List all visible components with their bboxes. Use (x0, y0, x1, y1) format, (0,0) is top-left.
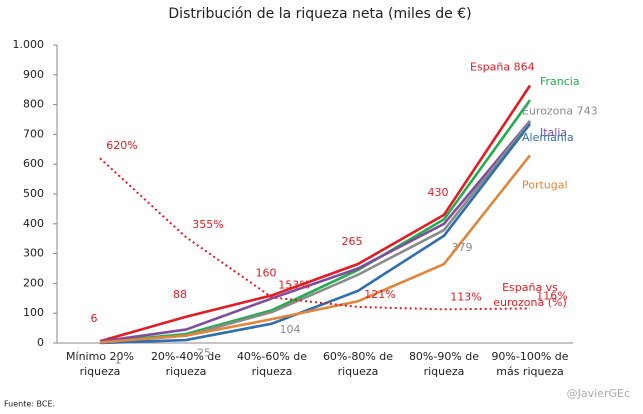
data-label: 6 (91, 312, 98, 325)
series-name: Eurozona 743 (522, 105, 598, 118)
data-label: 113% (450, 290, 481, 303)
source: Fuente: BCE. (4, 400, 55, 409)
series-name: España vs eurozona (%) (493, 281, 567, 309)
y-tick-label: 100 (23, 306, 44, 319)
data-label: 88 (173, 288, 187, 301)
x-tick-label: 90%-100% de (491, 350, 568, 363)
data-label: 1 (115, 354, 122, 367)
x-tick-label: riqueza (252, 365, 293, 378)
y-tick-label: 200 (23, 276, 44, 289)
data-label: 116% (536, 289, 567, 302)
x-tick-label: 80%-90% de (409, 350, 479, 363)
series-name: Portugal (522, 178, 568, 191)
x-tick-label: Mínimo 20% (66, 350, 134, 363)
y-tick-label: 700 (23, 127, 44, 140)
chart-title: Distribución de la riqueza neta (miles d… (168, 6, 471, 22)
data-label: 25 (197, 347, 211, 360)
series-name: Francia (540, 75, 580, 88)
y-tick-label: 0 (37, 336, 44, 349)
x-tick-label: riqueza (338, 365, 379, 378)
data-label: 104 (280, 323, 301, 336)
data-label: 430 (428, 186, 449, 199)
series-line (99, 84, 532, 343)
data-label: 620% (106, 139, 137, 152)
data-label: 265 (342, 235, 363, 248)
x-tick-label: 20%-40% de (151, 350, 221, 363)
series-line (99, 120, 531, 343)
y-tick-label: 600 (23, 157, 44, 170)
data-label: 160 (256, 266, 277, 279)
x-tick-label: riqueza (424, 365, 465, 378)
data-label: 355% (192, 218, 223, 231)
series-line (99, 123, 532, 345)
x-tick-label: riqueza (166, 365, 207, 378)
series-name-part: eurozona (%) (493, 296, 567, 309)
data-label: 121% (364, 288, 395, 301)
y-tick-label: 900 (23, 68, 44, 81)
series-name: Alemania (522, 131, 574, 144)
series-name-part: España vs (502, 281, 558, 294)
series-name: España 864 (470, 61, 535, 74)
y-tick-label: 300 (23, 247, 44, 260)
series-line (99, 154, 532, 344)
x-tick-label: riqueza (80, 365, 121, 378)
series-line (99, 99, 532, 344)
x-tick-label: 40%-60% de (237, 350, 307, 363)
y-tick-label: 500 (23, 187, 44, 200)
data-label: 153% (278, 278, 309, 291)
series-name: Italia (540, 126, 567, 139)
data-label: 379 (452, 241, 473, 254)
y-tick-label: 800 (23, 98, 44, 111)
y-tick-label: 1.000 (13, 38, 45, 51)
y-tick-label: 400 (23, 217, 44, 230)
x-tick-label: más riqueza (496, 365, 564, 378)
x-tick-label: 60%-80% de (323, 350, 393, 363)
credit: @JavierGEc (567, 387, 630, 400)
